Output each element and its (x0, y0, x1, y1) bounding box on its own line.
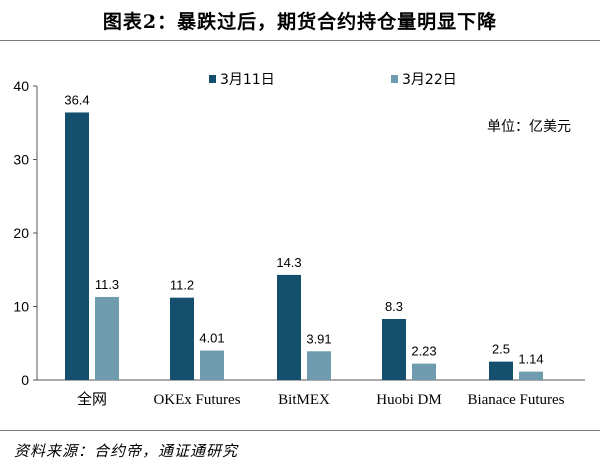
data-label: 2.5 (492, 342, 510, 357)
unit-label: 单位：亿美元 (487, 119, 571, 135)
bar-2 (519, 371, 543, 380)
data-label: 8.3 (385, 299, 403, 314)
category-label: 全网 (77, 390, 107, 408)
bar-1 (65, 112, 89, 381)
y-tick-label: 30 (13, 152, 29, 168)
bars (65, 112, 543, 381)
bar-2 (412, 363, 436, 380)
bar-2 (200, 350, 224, 380)
data-label: 14.3 (276, 255, 301, 270)
category-label: Bianace Futures (467, 392, 564, 408)
bar-2 (307, 351, 331, 380)
y-tick-label: 0 (21, 372, 29, 388)
legend-label: 3月22日 (402, 72, 457, 88)
data-label: 2.23 (411, 344, 436, 359)
bar-2 (95, 296, 119, 380)
data-label: 36.4 (64, 92, 89, 107)
labels: 36.4 11.3 全网 11.2 4.01 OKEx Futures 14.3 3.91 Bi… (64, 92, 564, 408)
legend: 3月11日 3月22日 (209, 72, 457, 88)
bar-1 (170, 297, 194, 380)
data-label: 11.2 (170, 278, 194, 293)
legend-label: 3月11日 (220, 72, 275, 88)
legend-swatch (209, 75, 216, 83)
y-tick-label: 10 (13, 299, 29, 315)
data-label: 11.3 (95, 277, 119, 292)
y-tick-label: 20 (13, 225, 29, 241)
top-divider (0, 40, 600, 41)
category-label: BitMEX (278, 392, 330, 408)
data-label: 1.14 (518, 352, 543, 367)
figure-title: 图表2：暴跌过后，期货合约持仓量明显下降 (102, 11, 498, 33)
bar-1 (277, 274, 301, 380)
category-label: OKEx Futures (153, 392, 240, 408)
category-label: Huobi DM (376, 392, 441, 408)
y-tick-label: 40 (13, 78, 29, 94)
bar-1 (382, 318, 406, 380)
legend-swatch (391, 75, 398, 83)
bar-1 (489, 361, 513, 380)
data-label: 3.91 (306, 331, 331, 346)
source-note: 资料来源：合约帝，通证通研究 (14, 442, 239, 460)
data-label: 4.01 (199, 331, 224, 346)
bar-chart: 0 10 20 30 40 36.4 11.3 全网 11.2 4.01 OKEx Futures… (13, 72, 585, 408)
bottom-divider (0, 430, 600, 431)
